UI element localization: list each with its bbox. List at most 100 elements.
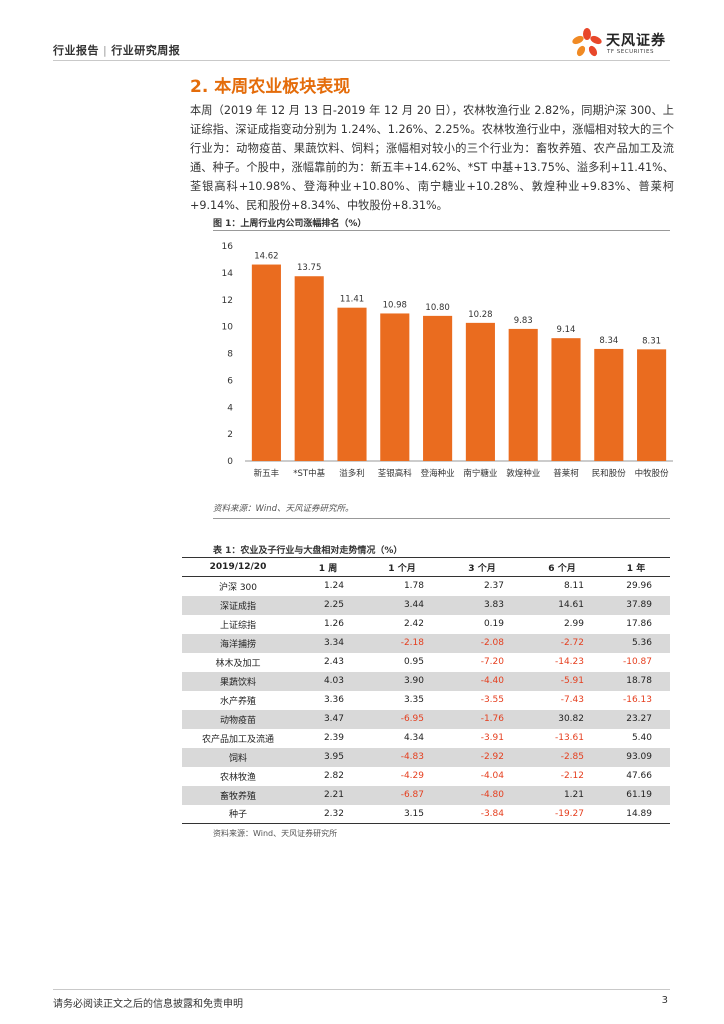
x-tick-label: 登海种业 bbox=[421, 468, 455, 479]
table-cell: -6.95 bbox=[362, 709, 442, 729]
table-cell: 29.96 bbox=[626, 581, 652, 592]
table-row: 农林牧渔 2.82 -4.29 -4.04 -2.12 47.66 bbox=[182, 767, 670, 786]
section-title: 2. 本周农业板块表现 bbox=[190, 77, 351, 97]
table-title: 表 1：农业及子行业与大盘相对走势情况（%） bbox=[213, 546, 403, 556]
table-column-header: 1 年 bbox=[602, 557, 670, 577]
table-cell: 14.89 bbox=[602, 804, 670, 824]
table-cell: -2.18 bbox=[362, 633, 442, 653]
table-cell: -3.91 bbox=[480, 733, 504, 743]
table-cell: 4.34 bbox=[403, 733, 424, 743]
bar bbox=[508, 328, 538, 461]
table-cell: 1.78 bbox=[403, 581, 424, 592]
y-tick-label: 16 bbox=[222, 242, 234, 252]
table-cell: -10.87 bbox=[622, 657, 652, 667]
data-label: 14.62 bbox=[254, 252, 278, 262]
table-cell: -4.40 bbox=[442, 671, 522, 691]
table-cell: -4.83 bbox=[362, 747, 442, 767]
data-label: 13.75 bbox=[297, 263, 321, 273]
stock-gain-bar-chart: 0 2 4 6 8 10 12 14 16 14.62 13.75 11.41 10.98 10.80 1… bbox=[222, 242, 673, 479]
table-row: 农产品加工及流通 2.39 4.34 -3.91 -13.61 5.40 bbox=[182, 729, 670, 748]
table-cell: 3.90 bbox=[362, 671, 442, 691]
table-cell: -2.92 bbox=[442, 747, 522, 767]
table-row-label: 沪深 300 bbox=[218, 582, 258, 593]
x-tick-label: 南宁糖业 bbox=[463, 468, 497, 479]
table-cell: 3.47 bbox=[294, 709, 362, 729]
table-cell: -16.13 bbox=[622, 695, 652, 705]
table-column-header: 2019/12/20 bbox=[182, 557, 294, 577]
footer-divider bbox=[53, 989, 670, 990]
bar bbox=[337, 307, 367, 461]
table-row-label: 深证成指 bbox=[182, 595, 294, 615]
x-tick-label: 荃银高科 bbox=[378, 468, 413, 479]
table-column-header: 6 个月 bbox=[522, 557, 602, 577]
y-tick-label: 6 bbox=[227, 376, 233, 386]
bar bbox=[380, 313, 410, 461]
table-row: 沪深 300 1.24 1.78 2.37 8.11 29.96 bbox=[182, 577, 670, 596]
table-cell: 2.37 bbox=[483, 581, 504, 592]
data-label: 9.14 bbox=[557, 325, 576, 335]
table-row-label: 上证综指 bbox=[219, 620, 256, 631]
table-cell: 1.26 bbox=[323, 619, 344, 629]
table-cell: -6.87 bbox=[362, 785, 442, 805]
data-label: 10.28 bbox=[468, 310, 492, 320]
table-cell: 2.43 bbox=[323, 657, 344, 667]
table-cell: 30.82 bbox=[522, 709, 602, 729]
table-cell: 3.35 bbox=[403, 695, 424, 705]
y-tick-label: 14 bbox=[222, 269, 234, 279]
table-cell: 93.09 bbox=[602, 747, 670, 767]
table-cell: 4.03 bbox=[294, 671, 362, 691]
table-cell: 3.15 bbox=[362, 804, 442, 824]
logo-chinese-name: 天风证券 bbox=[606, 33, 666, 49]
table-cell: 2.21 bbox=[294, 785, 362, 805]
table-cell: 5.36 bbox=[602, 633, 670, 653]
data-label: 8.31 bbox=[642, 336, 661, 346]
data-label: 10.80 bbox=[425, 303, 449, 313]
figure-source: 资料来源：Wind、天风证券研究所。 bbox=[213, 504, 354, 514]
table-cell: 17.86 bbox=[626, 619, 652, 629]
header-report-type: 行业报告 bbox=[53, 44, 99, 57]
x-tick-label: 民和股份 bbox=[592, 468, 627, 479]
table-cell: 2.32 bbox=[294, 804, 362, 824]
table-cell: 14.61 bbox=[522, 595, 602, 615]
table-row: 水产养殖 3.36 3.35 -3.55 -7.43 -16.13 bbox=[182, 691, 670, 710]
table-cell: 2.25 bbox=[294, 595, 362, 615]
bar bbox=[423, 315, 453, 461]
table-row-label: 果蔬饮料 bbox=[182, 671, 294, 691]
table-cell: -2.85 bbox=[522, 747, 602, 767]
x-tick-label: *ST中基 bbox=[293, 468, 325, 479]
table-row-label: 动物疫苗 bbox=[182, 709, 294, 729]
table-cell: 3.36 bbox=[323, 695, 344, 705]
table-row: 畜牧养殖 2.21 -6.87 -4.80 1.21 61.19 bbox=[182, 785, 670, 805]
bar bbox=[637, 349, 667, 461]
data-label: 8.34 bbox=[599, 336, 618, 346]
x-tick-label: 溢多利 bbox=[339, 468, 365, 479]
figure-top-rule bbox=[213, 230, 670, 231]
table-cell: 2.42 bbox=[403, 619, 424, 629]
table-cell: 2.82 bbox=[323, 771, 344, 781]
table-cell: 37.89 bbox=[602, 595, 670, 615]
table-cell: 0.95 bbox=[403, 657, 424, 667]
table-row-label: 畜牧养殖 bbox=[182, 785, 294, 805]
table-cell: 8.11 bbox=[563, 581, 584, 592]
table-row-label: 水产养殖 bbox=[219, 696, 256, 707]
y-tick-label: 4 bbox=[227, 403, 233, 413]
y-tick-label: 0 bbox=[227, 457, 233, 467]
figure-bottom-rule bbox=[213, 518, 670, 519]
table-source: 资料来源：Wind、天风证券研究所 bbox=[213, 829, 338, 838]
table-cell: -2.12 bbox=[560, 771, 584, 781]
table-row-label: 农林牧渔 bbox=[219, 772, 256, 783]
x-tick-label: 普莱柯 bbox=[553, 468, 579, 479]
table-row: 林木及加工 2.43 0.95 -7.20 -14.23 -10.87 bbox=[182, 653, 670, 672]
table-cell: 3.83 bbox=[442, 595, 522, 615]
bar bbox=[465, 322, 495, 461]
report-header: 行业报告 | 行业研究周报 bbox=[53, 42, 180, 58]
table-cell: 3.95 bbox=[294, 747, 362, 767]
table-row-label: 农产品加工及流通 bbox=[201, 734, 274, 745]
y-tick-label: 10 bbox=[222, 323, 234, 333]
logo-flower-icon bbox=[572, 28, 602, 57]
table-cell: -4.29 bbox=[400, 771, 424, 781]
data-label: 11.41 bbox=[340, 295, 364, 305]
table-cell: 1.24 bbox=[323, 581, 344, 592]
table-cell: 18.78 bbox=[602, 671, 670, 691]
